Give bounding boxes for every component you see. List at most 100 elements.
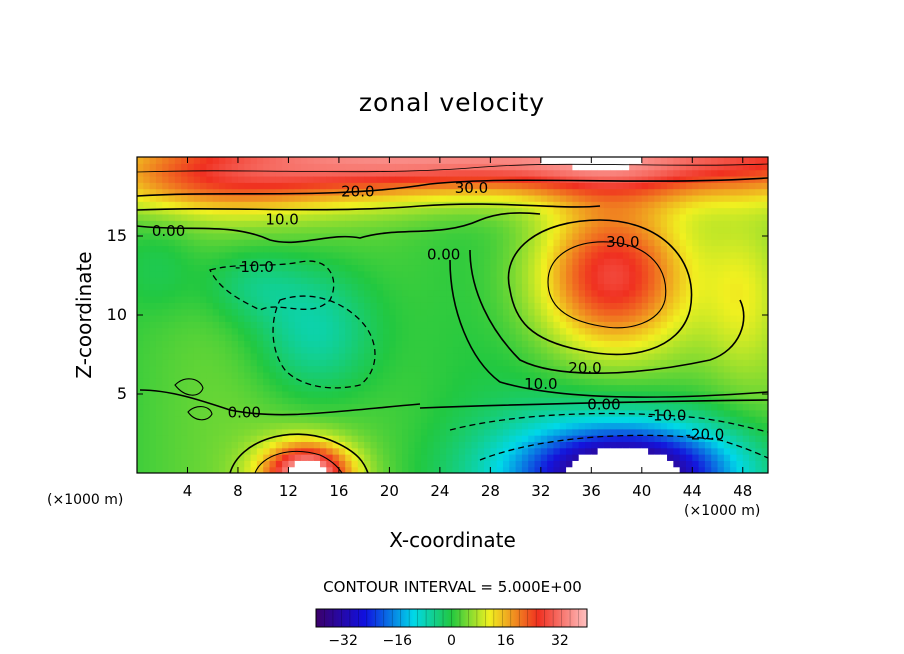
field-cell [490,454,498,461]
field-cell [477,302,485,310]
field-cell [376,346,384,354]
field-cell [395,175,403,183]
field-cell [547,403,555,411]
field-cell [465,327,473,335]
field-cell [402,188,409,196]
field-cell [679,232,687,240]
field-cell [761,371,768,379]
field-cell [402,194,409,202]
field-cell [679,188,687,196]
field-cell [181,409,189,417]
field-cell [345,315,353,322]
field-cell [244,454,252,461]
field-cell [427,277,435,284]
field-cell [143,226,151,234]
field-cell [578,308,586,316]
field-cell [231,270,239,278]
field-cell [408,340,416,348]
field-cell [458,390,466,398]
field-cell [231,308,239,316]
field-cell [730,416,738,424]
field-cell [439,409,447,417]
field-cell [736,384,744,392]
field-cell [566,346,573,354]
field-cell [389,352,397,360]
field-cell [181,390,189,398]
field-cell [591,460,599,468]
field-cell [572,359,580,367]
field-cell [439,289,447,297]
field-cell [149,157,157,164]
field-cell [212,201,220,209]
field-cell [383,258,390,266]
field-cell [168,194,176,202]
field-cell [446,454,454,461]
field-cell [313,232,321,240]
field-cell [244,163,252,171]
field-cell [622,447,630,455]
field-cell [319,359,327,367]
field-cell [742,207,750,215]
field-cell [566,302,573,310]
field-cell [237,340,245,348]
field-cell [635,422,643,430]
field-cell [181,157,189,164]
field-cell [231,188,239,196]
field-cell [420,220,428,228]
field-cell [433,270,441,278]
field-cell [269,378,277,386]
field-cell [244,321,252,329]
field-cell [629,416,637,424]
field-cell [282,245,290,253]
field-cell [225,245,233,253]
field-cell [528,428,536,436]
field-cell [484,390,491,398]
field-cell [502,188,510,196]
field-cell [755,308,763,316]
field-cell [439,321,447,329]
field-cell [446,384,454,392]
field-cell [193,359,201,367]
field-cell [162,409,170,417]
field-cell [484,245,491,253]
field-cell [219,232,226,240]
field-cell [509,289,517,297]
field-cell [736,447,744,455]
field-cell [711,454,719,461]
field-cell [307,315,315,322]
field-cell [660,169,668,177]
field-cell [370,239,378,247]
field-cell [603,308,611,316]
field-cell [206,283,214,291]
field-cell [667,226,674,234]
field-cell [345,163,353,171]
field-cell [212,422,220,430]
field-cell [370,245,378,253]
field-cell [383,365,390,373]
field-cell [528,390,536,398]
field-cell [269,213,277,221]
field-cell [679,302,687,310]
field-cell [755,182,763,190]
field-cell [597,277,605,284]
field-cell [692,340,700,348]
field-cell [364,220,372,228]
field-cell [723,264,731,272]
field-cell [326,283,334,291]
field-cell [149,365,157,373]
field-cell [515,315,523,322]
field-cell [193,226,201,234]
field-cell [603,390,611,398]
field-cell [332,289,340,297]
field-cell [673,327,681,335]
field-cell [174,302,182,310]
field-cell [420,435,428,442]
field-cell [370,365,378,373]
field-cell [231,397,239,405]
field-cell [603,163,611,171]
field-cell [490,302,498,310]
field-cell [231,428,239,436]
field-cell [635,289,643,297]
field-cell [408,435,416,442]
field-cell [452,466,460,473]
